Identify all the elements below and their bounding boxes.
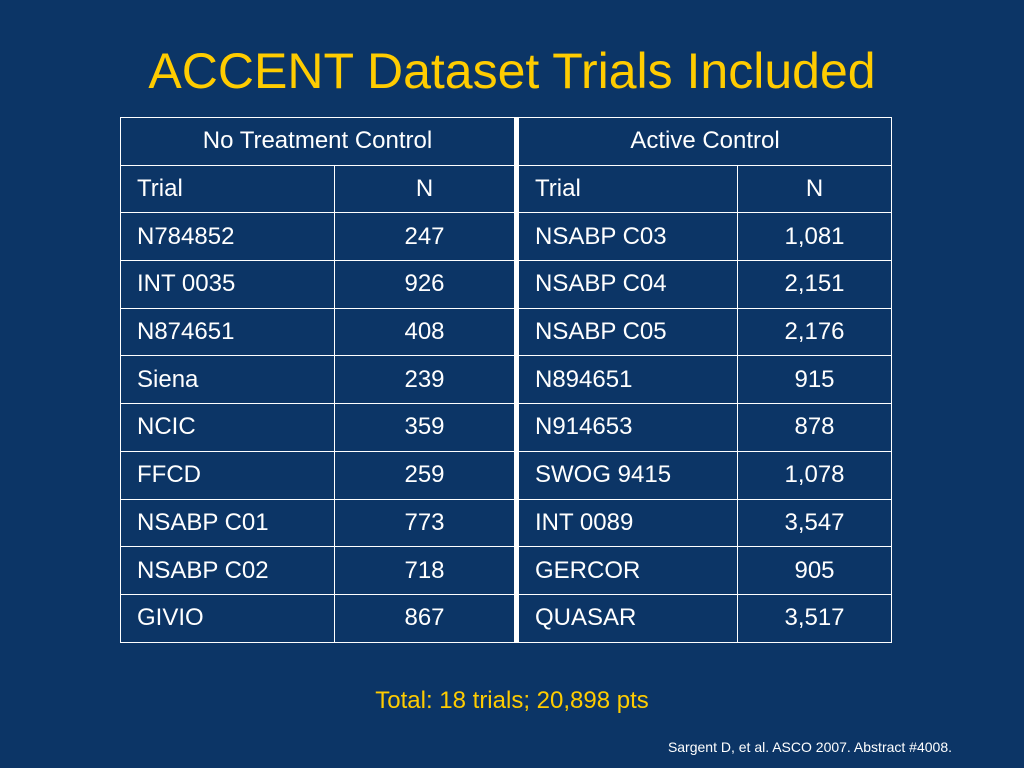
table-row: Siena 239 N894651 915 (120, 355, 893, 405)
n-cell: 878 (736, 403, 893, 452)
table-row: N874651 408 NSABP C05 2,176 (120, 307, 893, 357)
trials-table-container: No Treatment Control Active Control Tria… (120, 117, 893, 677)
n-cell: 867 (334, 593, 519, 643)
column-header-trial: Trial (516, 164, 738, 214)
table-row: NSABP C02 718 GERCOR 905 (120, 546, 893, 595)
trial-name-cell: NSABP C04 (516, 260, 738, 309)
column-header-row: Trial N Trial N (120, 164, 893, 214)
column-header-trial: Trial (120, 164, 335, 214)
trial-name-cell: GIVIO (120, 593, 335, 643)
trial-name-cell: INT 0035 (120, 260, 335, 309)
total-summary: Total: 18 trials; 20,898 pts (375, 687, 649, 714)
n-cell: 718 (334, 546, 519, 595)
group-header-row: No Treatment Control Active Control (120, 117, 893, 166)
table-row: INT 0035 926 NSABP C04 2,151 (120, 260, 893, 309)
n-cell: 926 (334, 260, 519, 309)
trial-name-cell: NSABP C03 (516, 212, 738, 262)
n-cell: 2,151 (736, 260, 893, 309)
n-cell: 3,547 (736, 498, 893, 548)
table-row: GIVIO 867 QUASAR 3,517 (120, 593, 893, 643)
citation: Sargent D, et al. ASCO 2007. Abstract #4… (667, 739, 952, 755)
n-cell: 905 (736, 546, 893, 595)
trial-name-cell: GERCOR (516, 546, 738, 595)
table-row: N784852 247 NSABP C03 1,081 (120, 212, 893, 262)
n-cell: 3,517 (736, 593, 893, 643)
table-row: FFCD 259 SWOG 9415 1,078 (120, 450, 893, 500)
trial-name-cell: N784852 (120, 212, 335, 262)
n-cell: 1,081 (736, 212, 893, 262)
table-row: NCIC 359 N914653 878 (120, 403, 893, 452)
n-cell: 408 (334, 307, 519, 357)
column-header-n: N (334, 164, 519, 214)
n-cell: 359 (334, 403, 519, 452)
column-header-n: N (736, 164, 893, 214)
trial-name-cell: SWOG 9415 (516, 450, 738, 500)
trial-name-cell: Siena (120, 355, 335, 405)
trial-name-cell: QUASAR (516, 593, 738, 643)
n-cell: 915 (736, 355, 893, 405)
n-cell: 247 (334, 212, 519, 262)
n-cell: 239 (334, 355, 519, 405)
trial-name-cell: N894651 (516, 355, 738, 405)
group-header-active-control: Active Control (515, 117, 893, 166)
trial-name-cell: NSABP C01 (120, 498, 335, 548)
trial-name-cell: NSABP C05 (516, 307, 738, 357)
trial-name-cell: N874651 (120, 307, 335, 357)
n-cell: 773 (334, 498, 519, 548)
trial-name-cell: N914653 (516, 403, 738, 452)
group-header-no-treatment-control: No Treatment Control (120, 117, 519, 166)
trial-name-cell: INT 0089 (516, 498, 738, 548)
n-cell: 1,078 (736, 450, 893, 500)
table-row: NSABP C01 773 INT 0089 3,547 (120, 498, 893, 548)
trial-name-cell: FFCD (120, 450, 335, 500)
trial-name-cell: NSABP C02 (120, 546, 335, 595)
slide-title: ACCENT Dataset Trials Included (148, 43, 876, 99)
n-cell: 259 (334, 450, 519, 500)
trial-name-cell: NCIC (120, 403, 335, 452)
trials-table: No Treatment Control Active Control Tria… (120, 117, 893, 643)
n-cell: 2,176 (736, 307, 893, 357)
